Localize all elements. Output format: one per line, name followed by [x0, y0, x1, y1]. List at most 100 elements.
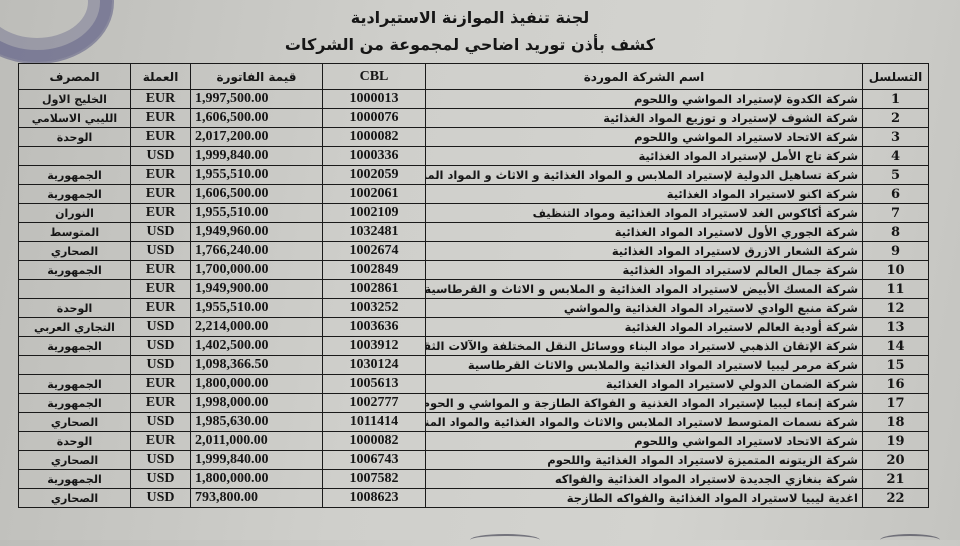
header-serial: التسلسل — [862, 63, 929, 90]
cell-currency: EUR — [130, 279, 191, 299]
cell-company: شركة المسك الأبيض لاستيراد المواد الغذائ… — [425, 279, 863, 299]
cell-currency: EUR — [130, 89, 191, 109]
cell-serial: 17 — [862, 393, 929, 413]
table-row: 11 شركة المسك الأبيض لاستيراد المواد الغذ… — [18, 279, 929, 299]
cell-currency: USD — [130, 450, 191, 470]
cell-company: شركة الاتحاد لاستيراد المواشي واللحوم — [425, 431, 863, 451]
cell-currency: USD — [130, 336, 191, 356]
cell-cbl: 1003252 — [322, 298, 426, 318]
table-row: 14 شركة الإتقان الذهبي لاستيراد مواد البن… — [18, 336, 929, 356]
table-row: 17 شركة إنماء ليبيا لإستيراد المواد الغذن… — [18, 393, 929, 413]
table-row: 19 شركة الاتحاد لاستيراد المواشي واللحوم 1… — [18, 431, 929, 451]
cell-bank: الخليج الاول — [18, 89, 131, 109]
cell-serial: 5 — [862, 165, 929, 185]
cell-cbl: 1002109 — [322, 203, 426, 223]
cell-bank: الصحاري — [18, 488, 131, 508]
cell-amount: 1,766,240.00 — [190, 241, 323, 261]
cell-serial: 11 — [862, 279, 929, 299]
cell-company: شركة الزيتونه المتميزة لاستيراد المواد ا… — [425, 450, 863, 470]
table-row: 21 شركة بنغازي الجديدة لاستيراد المواد ال… — [18, 469, 929, 489]
table-row: 5 شركة تساهيل الدولية لإستيراد الملابس و … — [18, 165, 929, 185]
cell-company: شركة أكاكوس الغد لاستيراد المواد الغذائي… — [425, 203, 863, 223]
table-header-row: التسلسل اسم الشركة الموردة CBL قيمة الفا… — [18, 63, 929, 90]
cell-bank — [18, 279, 131, 299]
cell-bank: المتوسط — [18, 222, 131, 242]
cell-cbl: 1003912 — [322, 336, 426, 356]
cell-cbl: 1000082 — [322, 431, 426, 451]
cell-cbl: 1002777 — [322, 393, 426, 413]
cell-company: شركة الجوري الأول لاستيراد المواد الغذائ… — [425, 222, 863, 242]
cell-company: شركة جمال العالم لاستيراد المواد الغذائي… — [425, 260, 863, 280]
cell-serial: 3 — [862, 127, 929, 147]
companies-table: التسلسل اسم الشركة الموردة CBL قيمة الفا… — [18, 63, 929, 508]
cell-cbl: 1007582 — [322, 469, 426, 489]
cell-serial: 18 — [862, 412, 929, 432]
cell-cbl: 1000076 — [322, 108, 426, 128]
cell-currency: EUR — [130, 127, 191, 147]
table-row: 2 شركة الشوف لإستيراد و توزيع المواد الغذ… — [18, 108, 929, 128]
cell-currency: USD — [130, 222, 191, 242]
table-row: 13 شركة أودية العالم لاستيراد المواد الغذ… — [18, 317, 929, 337]
cell-cbl: 1011414 — [322, 412, 426, 432]
table-row: 1 شركة الكدوة لإستيراد المواشي واللحوم 100… — [18, 89, 929, 109]
document-title: لجنة تنفيذ الموازنة الاستيرادية — [350, 8, 590, 27]
cell-serial: 22 — [862, 488, 929, 508]
cell-bank: الصحاري — [18, 241, 131, 261]
cell-company: شركة تساهيل الدولية لإستيراد الملابس و ا… — [425, 165, 863, 185]
cell-currency: USD — [130, 355, 191, 375]
cell-bank — [18, 146, 131, 166]
cell-amount: 1,998,000.00 — [190, 393, 323, 413]
cell-bank: الجمهورية — [18, 165, 131, 185]
cell-serial: 15 — [862, 355, 929, 375]
cell-amount: 1,999,840.00 — [190, 450, 323, 470]
cell-amount: 2,214,000.00 — [190, 317, 323, 337]
cell-bank — [18, 355, 131, 375]
cell-cbl: 1002861 — [322, 279, 426, 299]
cell-amount: 1,800,000.00 — [190, 374, 323, 394]
cell-company: شركة بنغازي الجديدة لاستيراد المواد الغذ… — [425, 469, 863, 489]
cell-currency: EUR — [130, 184, 191, 204]
cell-amount: 1,949,900.00 — [190, 279, 323, 299]
cell-company: شركة الشعار الازرق لاستيراد المواد الغذا… — [425, 241, 863, 261]
cell-cbl: 1002059 — [322, 165, 426, 185]
cell-currency: EUR — [130, 108, 191, 128]
header-bank: المصرف — [18, 63, 131, 90]
signature-mark — [880, 534, 940, 546]
cell-currency: USD — [130, 488, 191, 508]
cell-company: شركة الضمان الدولي لاستيراد المواد الغذا… — [425, 374, 863, 394]
cell-company: شركة نسمات المتوسط لاستيراد الملابس والا… — [425, 412, 863, 432]
cell-bank: الصحاري — [18, 450, 131, 470]
cell-serial: 1 — [862, 89, 929, 109]
cell-company: شركة الكدوة لإستيراد المواشي واللحوم — [425, 89, 863, 109]
cell-currency: EUR — [130, 393, 191, 413]
cell-company: اغدية ليبيا لاستيراد المواد الغذائية وال… — [425, 488, 863, 508]
cell-serial: 6 — [862, 184, 929, 204]
header-amount: قيمة الفاتورة — [190, 63, 323, 90]
cell-company: شركة اكنو لاستيراد المواد الغذائية — [425, 184, 863, 204]
table-row: 4 شركة تاج الأمل لإستيراد المواد الغذائية… — [18, 146, 929, 166]
cell-cbl: 1003636 — [322, 317, 426, 337]
cell-amount: 1,700,000.00 — [190, 260, 323, 280]
cell-company: شركة إنماء ليبيا لإستيراد المواد الغذنية… — [425, 393, 863, 413]
cell-serial: 4 — [862, 146, 929, 166]
cell-company: شركة منبع الوادي لاستيراد المواد الغذائي… — [425, 298, 863, 318]
cell-currency: EUR — [130, 431, 191, 451]
cell-serial: 9 — [862, 241, 929, 261]
cell-serial: 12 — [862, 298, 929, 318]
cell-amount: 1,402,500.00 — [190, 336, 323, 356]
cell-cbl: 1000082 — [322, 127, 426, 147]
cell-amount: 1,997,500.00 — [190, 89, 323, 109]
cell-amount: 1,800,000.00 — [190, 469, 323, 489]
header-cbl: CBL — [322, 63, 426, 90]
signature-mark — [470, 534, 540, 546]
cell-cbl: 1002061 — [322, 184, 426, 204]
cell-amount: 1,606,500.00 — [190, 108, 323, 128]
table-row: 22 اغدية ليبيا لاستيراد المواد الغذائية و… — [18, 488, 929, 508]
table-row: 6 شركة اكنو لاستيراد المواد الغذائية 10020… — [18, 184, 929, 204]
cell-cbl: 1005613 — [322, 374, 426, 394]
cell-serial: 10 — [862, 260, 929, 280]
cell-amount: 1,955,510.00 — [190, 165, 323, 185]
cell-currency: EUR — [130, 165, 191, 185]
table-row: 7 شركة أكاكوس الغد لاستيراد المواد الغذائ… — [18, 203, 929, 223]
cell-bank: النوران — [18, 203, 131, 223]
